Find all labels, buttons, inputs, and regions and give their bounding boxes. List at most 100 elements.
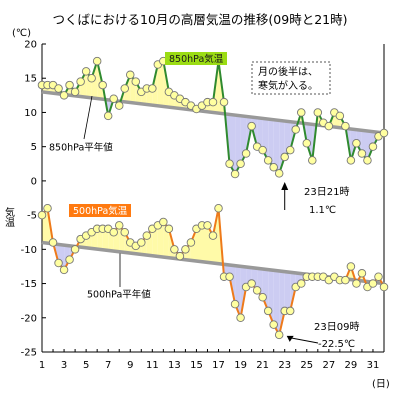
s500-point (159, 217, 168, 227)
s500-point (269, 320, 278, 329)
s850-point (357, 149, 367, 158)
s850-point (280, 152, 289, 162)
s850-point (98, 80, 107, 90)
s500-point (203, 221, 212, 230)
s850-point (103, 111, 113, 121)
s850-point (368, 142, 378, 151)
s850-point (241, 149, 251, 158)
s500-point (346, 262, 356, 271)
s850-anomaly-fill-35-0 (235, 115, 241, 174)
s500-point (297, 279, 306, 288)
y-tick-label: -5 (27, 211, 37, 222)
s850-point (335, 111, 345, 121)
s850-point (59, 91, 69, 100)
s850-anomaly-fill-21-0 (157, 61, 164, 107)
s850-point (285, 145, 295, 155)
y-tick-label: -10 (21, 245, 37, 256)
legend-500-box (69, 204, 131, 217)
s500-anomaly-fill-28-0 (196, 225, 202, 262)
s500-point (37, 210, 47, 220)
s850-point (87, 73, 96, 83)
annotation-text: 23日21時 (304, 186, 349, 198)
x-tick-label: 11 (146, 360, 159, 371)
s850-point (126, 70, 135, 80)
comment-box (251, 61, 331, 95)
s850-point (269, 162, 278, 172)
s850-point (308, 156, 317, 165)
y-tick-label: 0 (31, 176, 37, 187)
s850-point (120, 84, 129, 93)
normal-500-label: 500hPa平年値 (87, 289, 151, 301)
normal-850-label-bg (46, 140, 120, 153)
s500-point (214, 204, 223, 213)
s850-point (76, 77, 85, 86)
s850-point (379, 128, 389, 138)
s850-point (352, 138, 361, 148)
s500-anomaly-fill-29-0 (202, 225, 208, 263)
s850-anomaly-fill-42-0 (273, 119, 280, 174)
x-tick-label: 27 (322, 360, 335, 371)
s850-point (274, 169, 284, 178)
min-500-arrow-shaft (290, 337, 319, 344)
x-tick-label: 25 (300, 360, 313, 371)
y-tick-label: 20 (24, 40, 37, 51)
s850-point (291, 125, 300, 134)
s850-point (297, 108, 306, 117)
s850-point (263, 156, 273, 165)
s850-anomaly-fill-39-0 (257, 117, 263, 151)
y-tick-label: 10 (24, 108, 37, 119)
s500-point (186, 238, 196, 247)
s500-anomaly-fill-10-0 (97, 228, 103, 250)
s850-anomaly-fill-19-0 (146, 88, 153, 106)
annotation-text: 23日09時 (314, 321, 359, 333)
s500-anomaly-fill-20-0 (152, 225, 158, 257)
s850-point (148, 84, 157, 93)
s850-point (324, 121, 334, 131)
x-tick-label: 21 (256, 360, 269, 371)
y-tick-label: -15 (21, 279, 37, 290)
min-850-arrow-head (281, 182, 289, 190)
s500-point (247, 279, 256, 288)
s500-anomaly-fill-42-0 (273, 270, 280, 335)
y-axis-unit: (℃) (12, 28, 31, 39)
side-label: 気温 (3, 206, 15, 227)
x-tick-label: 15 (190, 360, 203, 371)
s500-point (142, 231, 152, 240)
s850-point (131, 77, 141, 86)
s500-point (175, 251, 185, 261)
s500-point (114, 221, 124, 230)
s500-point (59, 265, 69, 275)
x-tick-label: 23 (278, 360, 291, 371)
s500-point (263, 306, 273, 316)
x-tick-label: 7 (105, 360, 111, 371)
x-tick-label: 19 (234, 360, 247, 371)
s500-point (230, 299, 240, 309)
s500-point (225, 272, 234, 281)
x-tick-label: 9 (127, 360, 133, 371)
s500-point (379, 282, 389, 292)
x-tick-label: 5 (83, 360, 89, 371)
s850-point (363, 156, 372, 165)
s850-point (341, 121, 350, 131)
s850-point (302, 138, 312, 148)
s500-point (252, 286, 262, 295)
x-tick-label: 17 (212, 360, 225, 371)
y-tick-label: -25 (21, 348, 37, 359)
s850-point (236, 159, 245, 169)
s500-point (274, 330, 284, 340)
s500-point (120, 227, 129, 237)
s850-point (346, 156, 356, 165)
s850-point (219, 97, 229, 107)
s850-anomaly-fill-41-0 (268, 119, 274, 168)
x-axis-unit: (日) (372, 379, 390, 390)
s500-point (258, 292, 267, 302)
s850-point (65, 80, 74, 90)
normal-500-label-bg (84, 287, 160, 300)
s500-point (236, 313, 245, 323)
s850-point (92, 56, 102, 66)
s850-point (70, 87, 80, 97)
s500-point (137, 238, 146, 247)
